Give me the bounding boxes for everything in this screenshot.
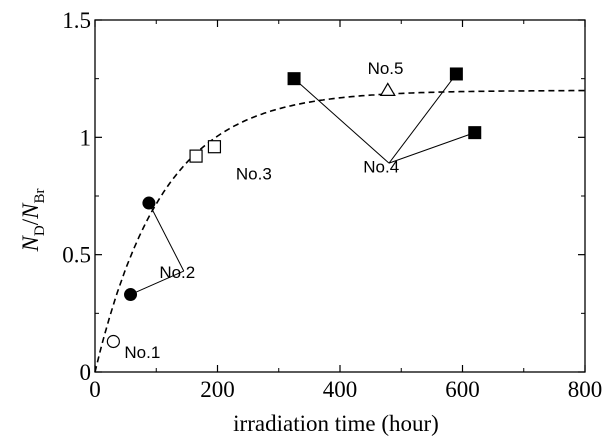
- point-filled-square: [468, 126, 481, 139]
- y-axis-title-den: N: [18, 202, 43, 220]
- y-axis-title-num-sub: D: [32, 225, 48, 236]
- point-open-circle: [107, 335, 119, 347]
- fit-curve-layer: [95, 91, 585, 372]
- y-tick-label: 0: [80, 360, 92, 385]
- data-points: [107, 67, 481, 347]
- leader-line: [294, 79, 389, 163]
- plot-frame: [95, 20, 585, 372]
- leader-line: [389, 133, 475, 164]
- point-filled-circle: [124, 288, 137, 301]
- y-axis-title-num: N: [18, 234, 43, 252]
- leader-line: [389, 74, 456, 163]
- x-tick-label: 600: [445, 377, 480, 402]
- y-axis-title: ND/NBr: [18, 189, 48, 253]
- plot-area: [95, 20, 585, 372]
- point-open-square: [208, 141, 220, 153]
- fit-curve-dashed: [95, 91, 585, 372]
- annotation-leaders: [131, 74, 475, 295]
- x-tick-label: 200: [200, 377, 235, 402]
- y-tick-label: 1.5: [62, 8, 91, 33]
- point-open-triangle: [381, 83, 395, 95]
- x-axis-ticks: 0 200 400 600 800: [89, 20, 602, 402]
- point-filled-circle: [142, 197, 155, 210]
- leader-line: [149, 203, 184, 271]
- annotation-labels: No.1 No.2 No.3 No.4 No.5: [124, 59, 403, 362]
- y-tick-label: 1: [80, 125, 92, 150]
- y-axis-title-den-sub: Br: [32, 189, 48, 204]
- annotation-label: No.4: [363, 158, 399, 177]
- x-axis-title: irradiation time (hour): [233, 411, 439, 436]
- point-open-square: [190, 150, 202, 162]
- point-filled-square: [450, 67, 463, 80]
- annotation-label: No.2: [159, 263, 195, 282]
- annotation-label: No.3: [236, 165, 272, 184]
- annotation-label: No.5: [368, 59, 404, 78]
- y-tick-label: 0.5: [62, 243, 91, 268]
- x-tick-label: 400: [323, 377, 358, 402]
- x-tick-label: 800: [568, 377, 603, 402]
- point-filled-square: [288, 72, 301, 85]
- annotation-label: No.1: [124, 343, 160, 362]
- y-axis-ticks: 0 0.5 1 1.5: [62, 8, 585, 385]
